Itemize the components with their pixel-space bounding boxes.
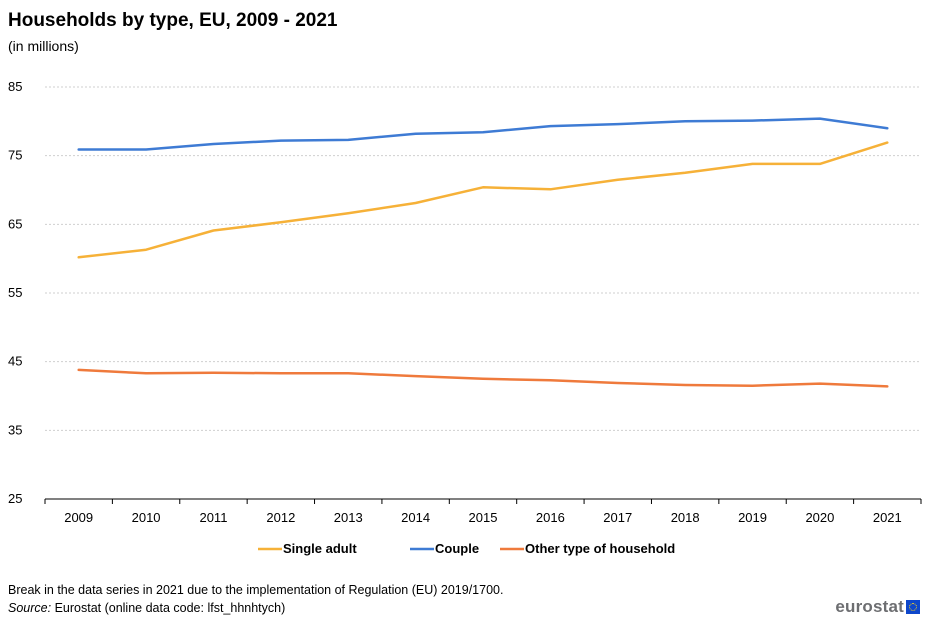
legend-label: Couple [435,541,479,556]
series-lines [77,117,889,388]
x-tick-label: 2014 [401,510,430,525]
y-axis-ticks: 25 35 45 55 65 75 85 [8,79,22,506]
logo-text: eurostat [835,597,904,616]
footnote: Break in the data series in 2021 due to … [8,583,504,597]
y-tick-label: 75 [8,148,22,163]
eurostat-logo: eurostat [835,597,920,616]
series-line-other-type-of-household [77,368,889,388]
legend: Single adult Couple Other type of househol… [258,541,675,556]
source-text: Eurostat (online data code: lfst_hhnhtyc… [51,601,286,615]
x-axis: 2009 2010 2011 2012 2013 2014 2015 2016 2017 2018… [44,498,922,525]
x-tick-label: 2020 [805,510,834,525]
y-tick-label: 45 [8,354,22,369]
source-label: Source: [8,601,52,615]
x-tick-label: 2010 [132,510,161,525]
y-tick-label: 25 [8,491,22,506]
y-tick-label: 35 [8,422,22,437]
x-tick-label: 2012 [266,510,295,525]
x-tick-label: 2021 [873,510,902,525]
y-tick-label: 85 [8,79,22,94]
y-tick-label: 55 [8,285,22,300]
legend-label: Other type of household [525,541,675,556]
x-tick-label: 2017 [603,510,632,525]
x-tick-label: 2009 [64,510,93,525]
x-tick-label: 2018 [671,510,700,525]
legend-label: Single adult [283,541,357,556]
chart-subtitle: (in millions) [8,38,79,54]
x-tick-label: 2016 [536,510,565,525]
chart-title: Households by type, EU, 2009 - 2021 [8,10,338,31]
y-tick-label: 65 [8,216,22,231]
eu-flag-icon [906,600,920,614]
source-line: Source: Eurostat (online data code: lfst… [8,601,285,615]
x-tick-label: 2013 [334,510,363,525]
series-line-couple [77,117,889,151]
x-tick-label: 2011 [199,510,227,525]
series-line-single-adult [77,141,889,259]
x-tick-label: 2019 [738,510,767,525]
x-tick-label: 2015 [469,510,498,525]
